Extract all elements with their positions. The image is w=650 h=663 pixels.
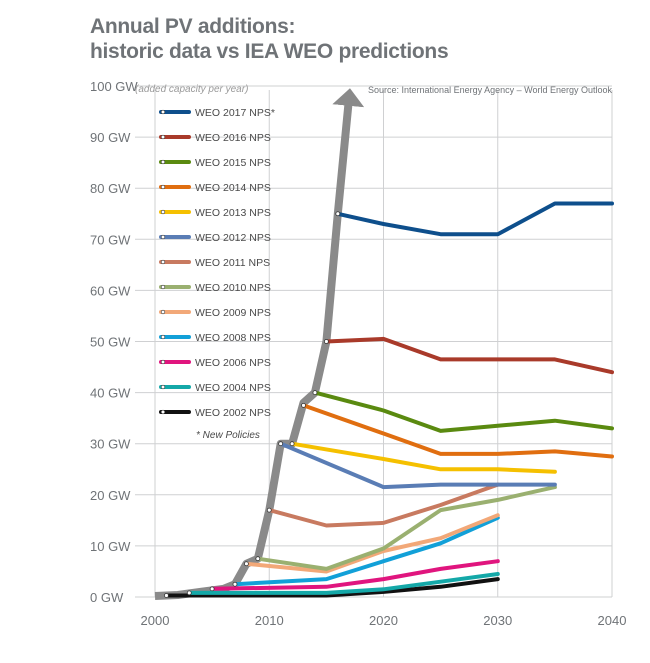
y-tick-label: 50 GW [90, 335, 131, 350]
series-start-marker [209, 586, 215, 592]
legend-marker [160, 109, 166, 115]
legend-label: WEO 2011 NPS [195, 257, 270, 269]
series-start-marker [278, 441, 284, 447]
legend-marker [160, 134, 166, 140]
series-line-weo-2006 [210, 559, 500, 591]
series-start-marker [335, 211, 341, 217]
series-start-marker [323, 339, 329, 344]
series-start-marker [164, 593, 169, 598]
legend-item: WEO 2013 NPS [159, 207, 271, 219]
series-line-weo-2009 [244, 513, 500, 574]
legend-item: WEO 2006 NPS [159, 357, 271, 369]
series-start-marker [301, 402, 306, 408]
legend-marker [160, 259, 166, 265]
series-start-marker [266, 507, 272, 513]
legend-marker [160, 184, 166, 190]
legend-marker [160, 309, 166, 315]
series-line-weo-2014 [301, 403, 614, 459]
y-tick-label: 70 GW [90, 232, 131, 247]
y-tick-label: 20 GW [90, 488, 131, 503]
series-line-weo-2016 [324, 336, 614, 375]
series-start-marker [255, 556, 261, 562]
legend-item: WEO 2009 NPS [159, 307, 271, 319]
legend-item: WEO 2016 NPS [159, 132, 271, 144]
legend-label: WEO 2012 NPS [195, 232, 271, 244]
legend-marker [160, 234, 166, 240]
y-tick-label: 0 GW [90, 590, 124, 605]
series-line-weo-2010 [255, 485, 557, 571]
legend: WEO 2017 NPS* WEO 2016 NPS WEO 2015 NPS WEO… [159, 107, 275, 419]
y-tick-label: 80 GW [90, 181, 131, 196]
legend-label: WEO 2002 NPS [195, 407, 271, 419]
legend-marker [160, 334, 166, 340]
legend-marker [160, 159, 166, 165]
x-tick-label: 2040 [598, 613, 627, 628]
x-tick-label: 2020 [369, 613, 398, 628]
chart-title: Annual PV additions: [90, 15, 296, 38]
legend-label: WEO 2016 NPS [195, 132, 271, 144]
legend-item: WEO 2014 NPS [159, 182, 271, 194]
legend-label: WEO 2004 NPS [195, 382, 271, 394]
legend-item: WEO 2002 NPS [159, 407, 271, 419]
legend-marker [160, 284, 166, 290]
series-line-weo-2008 [233, 515, 500, 587]
series-line-weo-2015 [312, 390, 614, 433]
legend-item: WEO 2004 NPS [159, 382, 271, 394]
legend-label: WEO 2006 NPS [195, 357, 271, 369]
y-tick-label: 60 GW [90, 283, 131, 298]
source-label: Source: International Energy Agency – Wo… [368, 85, 612, 95]
legend-item: WEO 2015 NPS [159, 157, 271, 169]
series-line-weo-2013 [290, 441, 557, 474]
chart-title-block: Annual PV additions: historic data vs IE… [90, 14, 449, 64]
legend-item: WEO 2010 NPS [159, 282, 271, 294]
legend-item: WEO 2011 NPS [159, 257, 270, 269]
forecast-series [164, 201, 614, 598]
x-tick-label: 2000 [141, 613, 170, 628]
series-line-weo-2011 [267, 482, 500, 528]
series-line-weo-2012 [278, 441, 557, 490]
gridlines [135, 85, 613, 598]
legend-label: WEO 2008 NPS [195, 332, 271, 344]
legend-label: WEO 2015 NPS [195, 157, 271, 169]
new-policies-note: * New Policies [196, 430, 260, 441]
x-tick-label: 2030 [483, 613, 512, 628]
series-start-marker [243, 561, 249, 567]
y-axis-note: (added capacity per year) [135, 84, 248, 95]
y-tick-label: 30 GW [90, 437, 131, 452]
legend-item: WEO 2012 NPS [159, 232, 271, 244]
series-start-marker [232, 581, 238, 587]
legend-label: WEO 2009 NPS [195, 307, 271, 319]
legend-label: WEO 2017 NPS* [195, 107, 275, 119]
chart-subtitle: historic data vs IEA WEO predictions [90, 40, 449, 63]
legend-marker [160, 409, 166, 415]
series-line-weo-2017 [335, 201, 614, 237]
y-tick-label: 40 GW [90, 386, 131, 401]
legend-label: WEO 2013 NPS [195, 207, 271, 219]
historic-line [154, 88, 365, 600]
legend-marker [160, 209, 166, 215]
historic-series [154, 88, 365, 600]
series-start-marker [186, 590, 192, 596]
y-tick-label: 90 GW [90, 130, 131, 145]
series-start-marker [312, 390, 318, 396]
x-tick-label: 2010 [255, 613, 284, 628]
series-start-marker [289, 441, 295, 447]
y-tick-label: 10 GW [90, 539, 131, 554]
y-axis: 0 GW 10 GW 20 GW 30 GW 40 GW 50 GW 60 GW 70 GW 8… [90, 79, 138, 605]
legend-marker [160, 384, 166, 390]
series-line-weo-2002 [164, 577, 500, 598]
legend-marker [160, 359, 166, 365]
series-line-weo-2004 [187, 572, 500, 595]
legend-item: WEO 2008 NPS [159, 332, 271, 344]
legend-label: WEO 2010 NPS [195, 282, 271, 294]
legend-item: WEO 2017 NPS* [159, 107, 275, 119]
y-tick-label: 100 GW [90, 79, 138, 94]
x-axis: 2000 2010 2020 2030 2040 [141, 613, 627, 628]
legend-label: WEO 2014 NPS [195, 182, 271, 194]
